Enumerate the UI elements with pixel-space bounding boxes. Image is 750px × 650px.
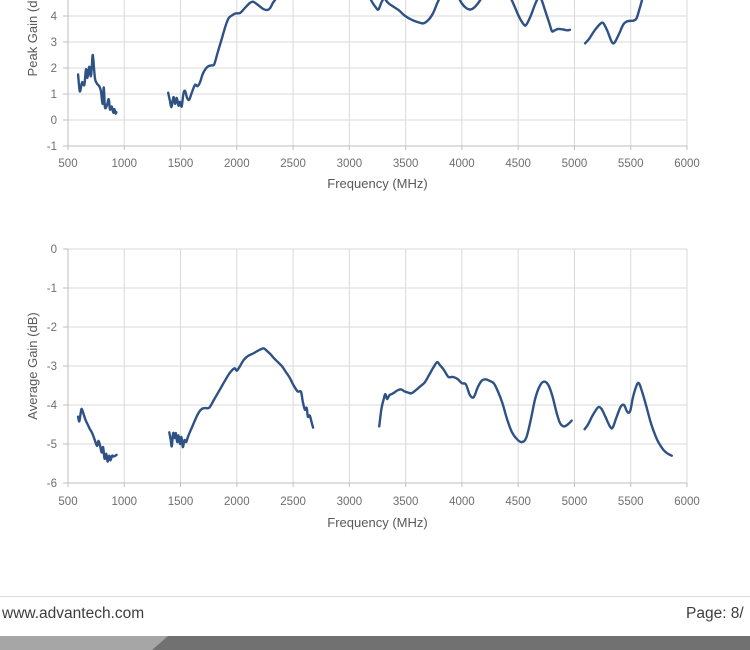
x-tick-label: 3500 [393,496,419,508]
gain-line-segment [167,0,277,109]
gain-line-segment [168,347,315,449]
x-tick-label: 1500 [168,158,194,170]
bottom-bar [0,636,750,650]
y-tick-label: -1 [47,141,57,153]
y-tick-label: 3 [51,37,57,49]
footer-page-number: Page: 8/ [686,605,744,622]
x-tick-label: 1000 [111,158,137,170]
y-tick-label: -4 [47,400,58,412]
y-tick-label: -1 [47,283,57,295]
gain-line-segment [378,360,573,444]
y-tick-label: -6 [47,478,57,490]
x-tick-label: 2500 [280,496,306,508]
y-axis-title: Average Gain (dB) [25,312,40,419]
gain-line-segment [583,381,673,457]
x-tick-label: 1000 [111,496,137,508]
y-tick-label: 1 [51,89,57,101]
chart-average-gain-db: 500 1000 1500 2000 2500 3000 3500 4000 4500 5000 5… [25,244,700,530]
x-tick-label: 2000 [224,158,250,170]
gain-line-segment [510,0,572,33]
x-tick-label: 500 [58,496,77,508]
x-tick-label: 6000 [674,158,700,170]
x-tick-label: 5500 [618,158,644,170]
x-tick-label: 5500 [618,496,644,508]
y-tick-label: 2 [51,63,57,75]
gain-line-segment [76,53,118,115]
x-tick-label: 2000 [224,496,250,508]
bottom-bar-light-segment [0,636,168,650]
footer-website: www.advantech.com [2,605,145,622]
gain-line-segment [76,407,118,463]
gain-line-segment [583,0,644,45]
chart-peak-gain-db: 500 1000 1500 2000 2500 3000 3500 4000 4500 5000 5… [25,0,700,191]
x-tick-label: 4000 [449,496,475,508]
x-tick-label: 500 [58,158,77,170]
y-tick-label: 0 [51,244,57,256]
y-tick-label: -3 [47,361,57,373]
y-axis-title: Peak Gain (dB) [25,0,40,76]
x-tick-label: 3500 [393,158,419,170]
x-tick-label: 2500 [280,158,306,170]
x-tick-label: 3000 [337,496,363,508]
x-tick-label: 5000 [562,158,588,170]
x-tick-label: 1500 [168,496,194,508]
gain-line-segment [369,0,441,25]
x-axis-title: Frequency (MHz) [327,515,427,530]
y-tick-label: -5 [47,439,57,451]
x-axis-title: Frequency (MHz) [327,176,427,191]
x-tick-label: 3000 [337,158,363,170]
x-tick-label: 4000 [449,158,475,170]
x-tick-label: 4500 [505,496,531,508]
y-tick-label: 0 [51,115,57,127]
x-tick-label: 4500 [505,158,531,170]
footer-divider [0,596,750,597]
y-tick-label: -2 [47,322,57,334]
x-tick-label: 6000 [674,496,700,508]
y-tick-label: 4 [51,11,58,23]
gain-line-segment [458,0,482,11]
x-tick-label: 5000 [562,496,588,508]
